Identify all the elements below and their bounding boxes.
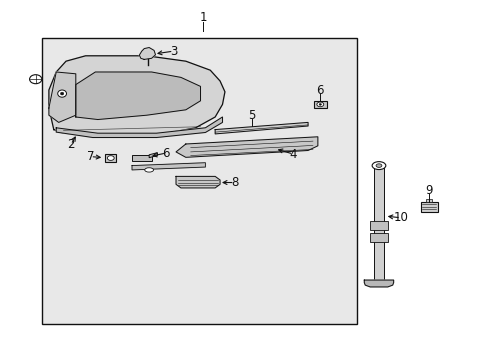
Polygon shape [176, 176, 220, 188]
Polygon shape [56, 117, 222, 138]
Text: 9: 9 [424, 184, 432, 197]
Ellipse shape [375, 164, 381, 167]
Text: 4: 4 [289, 148, 297, 161]
Text: 1: 1 [199, 11, 206, 24]
Text: 8: 8 [230, 176, 238, 189]
Ellipse shape [29, 75, 41, 84]
Bar [373, 167, 383, 283]
Polygon shape [149, 153, 157, 158]
Ellipse shape [58, 90, 66, 97]
Polygon shape [76, 72, 200, 120]
Ellipse shape [61, 92, 63, 95]
Polygon shape [215, 122, 307, 134]
Text: 5: 5 [247, 109, 255, 122]
Polygon shape [313, 101, 326, 108]
Polygon shape [364, 280, 393, 287]
Text: 10: 10 [393, 211, 407, 224]
Polygon shape [49, 56, 224, 135]
Bar [41, 38, 356, 324]
Text: 2: 2 [67, 138, 75, 151]
Text: 3: 3 [169, 45, 177, 58]
Polygon shape [176, 137, 317, 157]
Ellipse shape [371, 162, 385, 170]
Text: 7: 7 [86, 150, 94, 163]
Polygon shape [132, 155, 151, 161]
Ellipse shape [107, 156, 114, 161]
Text: 6: 6 [162, 147, 170, 159]
Ellipse shape [316, 102, 323, 107]
Polygon shape [420, 202, 437, 212]
Polygon shape [132, 163, 205, 170]
Polygon shape [105, 154, 116, 162]
Polygon shape [139, 48, 155, 59]
Bar [369, 233, 387, 242]
Ellipse shape [144, 168, 153, 172]
Ellipse shape [318, 104, 321, 105]
Polygon shape [49, 72, 76, 122]
Bar [369, 221, 387, 230]
Text: 6: 6 [316, 84, 324, 96]
Bar [426, 199, 431, 202]
